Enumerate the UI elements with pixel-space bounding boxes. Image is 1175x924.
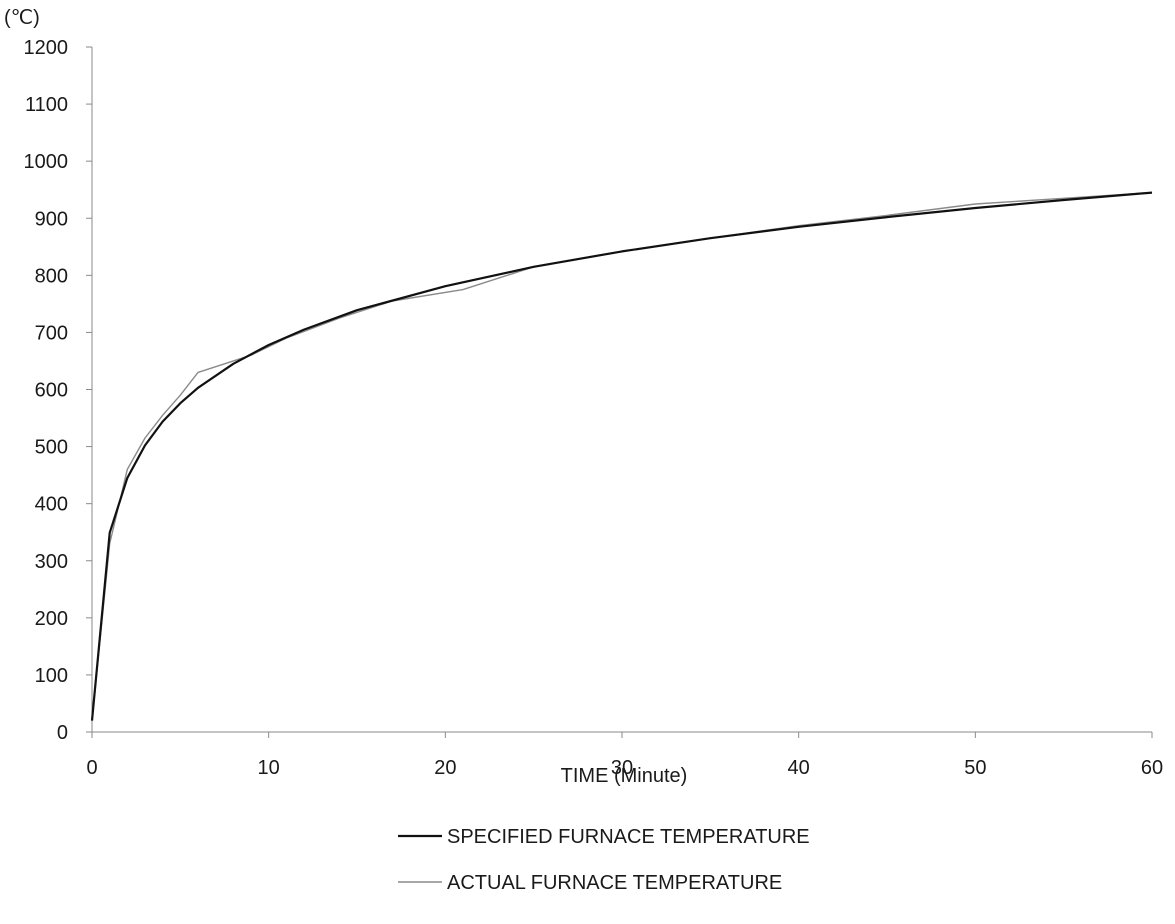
y-tick-label: 300: [35, 551, 68, 573]
x-tick-label: 30: [611, 757, 633, 779]
x-tick-label: 10: [258, 757, 280, 779]
y-tick-label: 1200: [24, 37, 69, 59]
x-tick-label: 20: [434, 757, 456, 779]
x-axis-ticks: 0 10 20 30 40 50 60: [86, 732, 1163, 779]
y-tick-label: 500: [35, 437, 68, 459]
y-tick-label: 900: [35, 208, 68, 230]
y-tick-label: 800: [35, 265, 68, 287]
y-tick-label: 1000: [24, 151, 69, 173]
y-tick-label: 400: [35, 494, 68, 516]
y-axis-ticks: 0 100 200 300 400 500 600 700 800 900 1000 1100 1200: [24, 37, 92, 744]
y-tick-label: 200: [35, 608, 68, 630]
x-tick-label: 50: [964, 757, 986, 779]
x-tick-label: 40: [788, 757, 810, 779]
series-line-specified: [90, 191, 1153, 721]
legend: SPECIFIED FURNACE TEMPERATURE ACTUAL FUR…: [398, 826, 810, 894]
y-tick-label: 100: [35, 665, 68, 687]
series-line-actual: [91, 191, 1153, 721]
y-axis-unit-label: (℃): [4, 7, 40, 29]
x-axis-label: TIME (Minute): [561, 765, 688, 787]
y-tick-label: 700: [35, 322, 68, 344]
y-tick-label: 1100: [25, 94, 68, 116]
series-layer: [90, 191, 1153, 721]
legend-label-actual: ACTUAL FURNACE TEMPERATURE: [447, 872, 782, 894]
y-tick-label: 0: [57, 722, 68, 744]
x-tick-label: 0: [86, 757, 97, 779]
legend-label-specified: SPECIFIED FURNACE TEMPERATURE: [447, 826, 810, 848]
x-tick-label: 60: [1141, 757, 1163, 779]
y-tick-label: 600: [35, 380, 68, 402]
